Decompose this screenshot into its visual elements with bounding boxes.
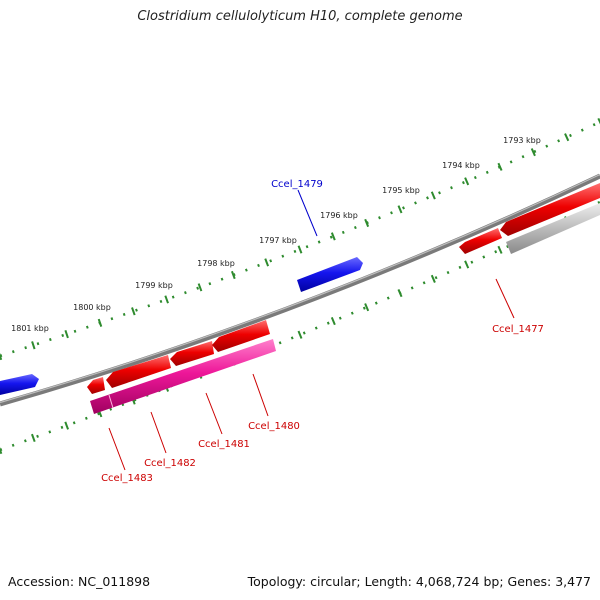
major-tick: [0, 352, 3, 361]
major-tick: [197, 283, 203, 292]
gene-label-ccel-1479: Ccel_1479: [271, 179, 323, 190]
major-tick: [597, 117, 600, 125]
gene-label-ccel-1483: Ccel_1483: [101, 473, 153, 484]
major-tick: [31, 341, 36, 350]
genome-backbone: [0, 173, 600, 407]
gene-arrow-ccel-1479[interactable]: [297, 257, 363, 292]
gene-arrow-ccel-1477[interactable]: [459, 228, 502, 254]
major-tick: [597, 200, 600, 208]
major-tick: [230, 270, 236, 280]
major-tick: [497, 162, 503, 171]
major-tick: [364, 303, 370, 312]
pseudogene-feature[interactable]: [506, 203, 600, 254]
gene-label-ccel-1482: Ccel_1482: [144, 458, 196, 469]
tick-label: 1798 kbp: [197, 259, 235, 268]
map-title: Clostridium cellulolyticum H10, complete…: [137, 9, 463, 24]
rna-feature[interactable]: [90, 339, 276, 414]
major-tick: [297, 330, 303, 339]
gene-label-ccel-1477: Ccel_1477: [492, 324, 544, 335]
major-tick: [330, 232, 336, 241]
major-tick: [497, 245, 503, 254]
gene-label-ccel-1480: Ccel_1480: [248, 421, 300, 432]
genome-backbone-highlight: [0, 173, 600, 404]
label-leaders: [108, 189, 515, 471]
outer-tick-ring: [0, 120, 600, 358]
major-tick: [0, 447, 3, 455]
gene-arrow-right-edge[interactable]: [500, 183, 600, 236]
accession-text: Accession: NC_011898: [8, 574, 151, 589]
topology-text: Topology: circular; Length: 4,068,724 bp…: [247, 574, 591, 589]
major-tick: [64, 330, 69, 339]
rna-feature-divider: [108, 394, 114, 409]
major-tick: [530, 148, 536, 157]
tick-label: 1797 kbp: [259, 236, 297, 245]
major-tick: [131, 307, 136, 316]
major-tick: [330, 316, 336, 326]
major-tick: [464, 177, 470, 186]
major-tick: [264, 258, 270, 267]
tick-marks: [0, 117, 600, 361]
tick-label: 1796 kbp: [320, 211, 358, 220]
tick-label: 1794 kbp: [442, 161, 480, 170]
tick-label: 1799 kbp: [135, 281, 173, 290]
gene-arrow-ccel-1481[interactable]: [170, 341, 214, 366]
major-tick: [297, 245, 303, 254]
gene-arrow-left-edge[interactable]: [0, 374, 39, 395]
major-tick: [364, 218, 370, 228]
major-tick: [164, 295, 169, 304]
tick-label: 1801 kbp: [11, 324, 49, 333]
gene-label-ccel-1481: Ccel_1481: [198, 439, 250, 450]
major-tick: [430, 191, 436, 200]
major-tick: [397, 289, 403, 298]
gene-arrow-ccel-1483[interactable]: [87, 377, 105, 394]
major-tick: [97, 318, 103, 327]
major-tick: [430, 274, 436, 283]
major-tick: [564, 133, 570, 142]
major-tick: [397, 205, 403, 214]
tick-label: 1800 kbp: [73, 303, 111, 312]
gene-arrow-ccel-1482[interactable]: [106, 355, 171, 388]
tick-label: 1795 kbp: [382, 186, 420, 195]
tick-label: 1793 kbp: [503, 136, 541, 145]
major-tick: [464, 260, 470, 269]
gene-arrow-ccel-1480[interactable]: [212, 320, 270, 352]
major-tick: [31, 433, 36, 443]
major-tick: [64, 421, 69, 430]
